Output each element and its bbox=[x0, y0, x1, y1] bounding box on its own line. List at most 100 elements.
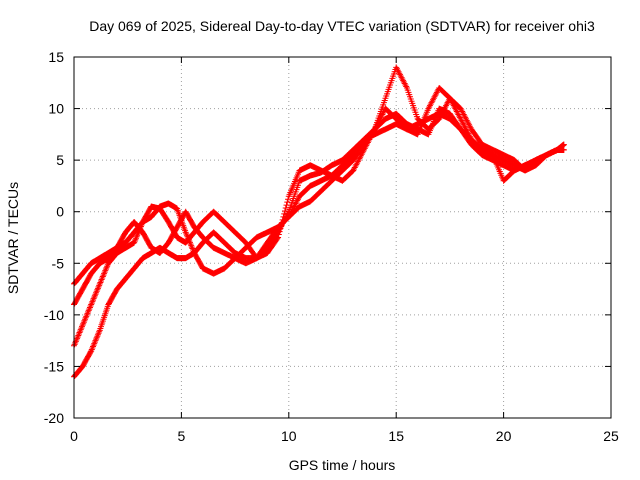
x-tick-label: 5 bbox=[178, 428, 186, 444]
data-point-plus bbox=[94, 333, 101, 340]
data-point-plus bbox=[102, 266, 109, 273]
x-axis-label: GPS time / hours bbox=[289, 457, 396, 473]
data-point-plus bbox=[90, 297, 97, 304]
data-point-plus bbox=[80, 320, 87, 327]
data-point-plus bbox=[85, 308, 92, 315]
axis-ticks: 0 5 10 15 20 25 -20 -15 -10 -5 0 5 10 15 bbox=[44, 49, 619, 444]
data-point-plus bbox=[188, 244, 195, 251]
data-point-plus bbox=[135, 229, 142, 236]
y-tick-label: -15 bbox=[44, 358, 64, 374]
data-point-plus bbox=[137, 223, 144, 230]
data-point-plus bbox=[71, 341, 78, 348]
data-point-plus bbox=[94, 285, 101, 292]
data-point-plus bbox=[88, 346, 95, 353]
x-tick-label: 10 bbox=[281, 428, 297, 444]
data-point-plus bbox=[138, 221, 145, 228]
data-point-plus bbox=[100, 272, 107, 279]
data-point-plus bbox=[94, 286, 101, 293]
data-point-plus bbox=[281, 207, 288, 214]
y-tick-label: 10 bbox=[48, 101, 64, 117]
x-tick-label: 20 bbox=[496, 428, 512, 444]
data-point-plus bbox=[90, 295, 97, 302]
data-point-plus bbox=[83, 313, 90, 320]
data-marks bbox=[71, 64, 567, 380]
y-tick-label: 5 bbox=[56, 152, 64, 168]
data-point-plus bbox=[93, 289, 100, 296]
data-point-plus bbox=[99, 275, 106, 282]
data-point-plus bbox=[189, 245, 196, 252]
data-point-plus bbox=[101, 269, 108, 276]
data-point-plus bbox=[187, 241, 194, 248]
data-point-plus bbox=[91, 340, 98, 347]
data-point-plus bbox=[103, 264, 110, 271]
data-point-plus bbox=[85, 307, 92, 314]
data-point-plus bbox=[285, 210, 292, 217]
data-point-plus bbox=[182, 229, 189, 236]
data-point-plus bbox=[88, 301, 95, 308]
data-point-plus bbox=[91, 292, 98, 299]
data-point-plus bbox=[74, 335, 81, 342]
data-point-plus bbox=[78, 325, 85, 332]
y-tick-label: -20 bbox=[44, 410, 64, 426]
data-point-plus bbox=[99, 273, 106, 280]
data-point-plus bbox=[74, 333, 81, 340]
data-point-plus bbox=[131, 238, 138, 245]
data-point-plus bbox=[95, 330, 102, 337]
x-tick-label: 0 bbox=[70, 428, 78, 444]
data-point-plus bbox=[98, 276, 105, 283]
data-point-plus bbox=[90, 342, 97, 349]
data-point-plus bbox=[285, 196, 292, 203]
y-axis-label: SDTVAR / TECUs bbox=[5, 182, 21, 294]
data-point-plus bbox=[86, 305, 93, 312]
data-point-plus bbox=[81, 317, 88, 324]
data-point-plus bbox=[560, 141, 567, 148]
data-point-plus bbox=[84, 310, 91, 317]
data-point-plus bbox=[88, 300, 95, 307]
data-point-plus bbox=[88, 347, 95, 354]
data-point-plus bbox=[77, 326, 84, 333]
data-point-plus bbox=[90, 343, 97, 350]
data-point-plus bbox=[133, 233, 140, 240]
x-tick-label: 25 bbox=[603, 428, 619, 444]
data-point-plus bbox=[136, 226, 143, 233]
data-point-plus bbox=[77, 328, 84, 335]
data-point-plus bbox=[92, 337, 99, 344]
data-point-plus bbox=[139, 220, 146, 227]
data-point-plus bbox=[79, 322, 86, 329]
data-point-plus bbox=[102, 267, 109, 274]
data-point-plus bbox=[104, 263, 111, 270]
y-tick-label: 0 bbox=[56, 204, 64, 220]
data-point-plus bbox=[134, 230, 141, 237]
data-point-plus bbox=[93, 288, 100, 295]
grid-lines bbox=[74, 57, 611, 418]
y-tick-label: 15 bbox=[48, 49, 64, 65]
data-point-plus bbox=[72, 339, 79, 346]
data-point-plus bbox=[83, 311, 90, 318]
data-point-plus bbox=[86, 304, 93, 311]
data-point-plus bbox=[87, 349, 94, 356]
data-point-plus bbox=[75, 331, 82, 338]
data-point-plus bbox=[134, 232, 141, 239]
data-point-plus bbox=[132, 235, 139, 242]
data-point-plus bbox=[91, 339, 98, 346]
data-point-plus bbox=[78, 323, 85, 330]
data-point-plus bbox=[82, 316, 89, 323]
data-point-plus bbox=[93, 336, 100, 343]
data-point-plus bbox=[96, 282, 103, 289]
data-point-plus bbox=[80, 319, 87, 326]
data-point-plus bbox=[282, 205, 289, 212]
data-point-plus bbox=[87, 303, 94, 310]
data-point-plus bbox=[91, 294, 98, 301]
data-point-plus bbox=[98, 277, 105, 284]
data-point-plus bbox=[95, 283, 102, 290]
data-point-plus bbox=[82, 314, 89, 321]
data-point-plus bbox=[89, 345, 96, 352]
data-point-plus bbox=[96, 328, 103, 335]
data-point-plus bbox=[188, 242, 195, 249]
data-point-plus bbox=[560, 146, 567, 153]
chart-title: Day 069 of 2025, Sidereal Day-to-day VTE… bbox=[89, 18, 595, 34]
data-point-plus bbox=[96, 280, 103, 287]
data-point-plus bbox=[101, 270, 108, 277]
y-tick-label: -10 bbox=[44, 307, 64, 323]
